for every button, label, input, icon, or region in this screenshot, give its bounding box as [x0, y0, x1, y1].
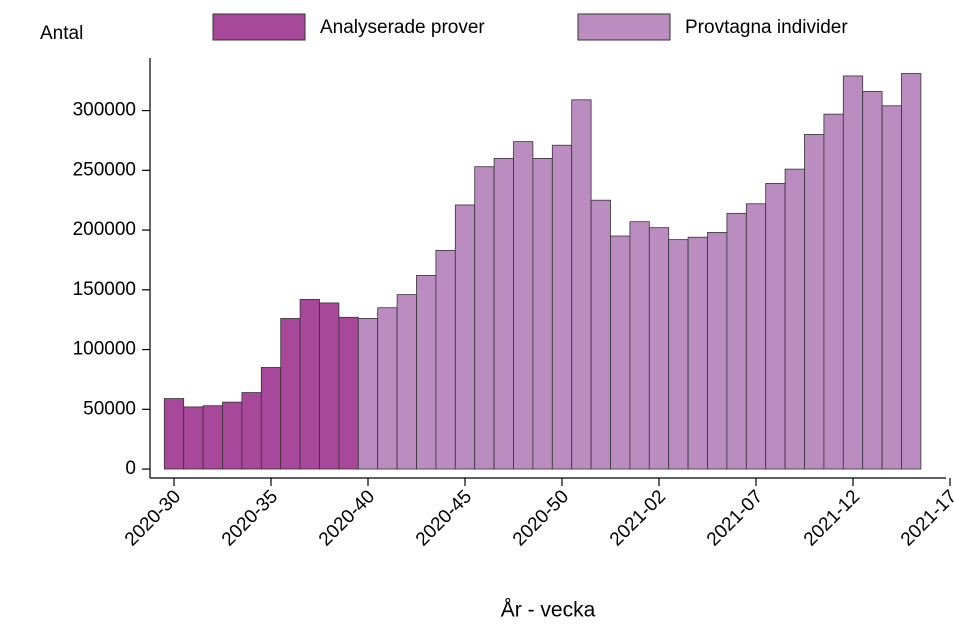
bar: [183, 406, 204, 470]
legend-swatch: [577, 13, 671, 41]
bar: [726, 212, 747, 470]
bar: [454, 204, 476, 470]
bar: [338, 316, 359, 470]
bar: [881, 105, 902, 470]
x-axis-label: År - vecka: [501, 599, 596, 622]
bar: [784, 168, 805, 470]
y-tick-label: 250000: [73, 159, 136, 180]
bar: [241, 392, 262, 470]
y-tick-label: 150000: [73, 279, 136, 300]
bar: [416, 275, 437, 470]
bar: [687, 236, 708, 470]
bar: [765, 183, 786, 470]
bar: [629, 221, 650, 470]
legend-label: Provtagna individer: [685, 17, 848, 38]
bar: [532, 157, 553, 470]
y-tick-label: 200000: [73, 219, 136, 240]
bar: [590, 199, 611, 470]
bar: [707, 232, 728, 470]
legend-label: Analyserade prover: [320, 17, 485, 38]
bar: [396, 294, 417, 470]
bar: [513, 141, 534, 470]
bar: [280, 318, 301, 470]
bar: [610, 235, 631, 470]
y-tick-label: 0: [125, 458, 136, 479]
bar: [745, 203, 767, 470]
bar: [551, 144, 573, 470]
bar: [493, 157, 514, 470]
y-tick-label: 300000: [73, 100, 136, 121]
bar: [222, 401, 243, 470]
bar: [435, 249, 456, 470]
bar: [202, 405, 223, 470]
bar: [260, 367, 282, 470]
y-axis-label: Antal: [40, 23, 83, 44]
bar: [823, 113, 844, 470]
bar: [862, 91, 883, 470]
y-tick-label: 50000: [83, 398, 136, 419]
bar: [474, 166, 495, 470]
bar: [299, 298, 320, 470]
legend-swatch: [212, 13, 306, 41]
y-tick-label: 100000: [73, 339, 136, 360]
bar: [319, 302, 340, 470]
bar: [377, 307, 398, 470]
bar: [648, 227, 670, 470]
bar: [804, 134, 825, 470]
bar: [668, 239, 689, 470]
bar: [842, 75, 864, 470]
bar: [901, 73, 922, 470]
bar: [163, 398, 185, 470]
bar: [571, 99, 592, 470]
bar: [357, 318, 379, 470]
